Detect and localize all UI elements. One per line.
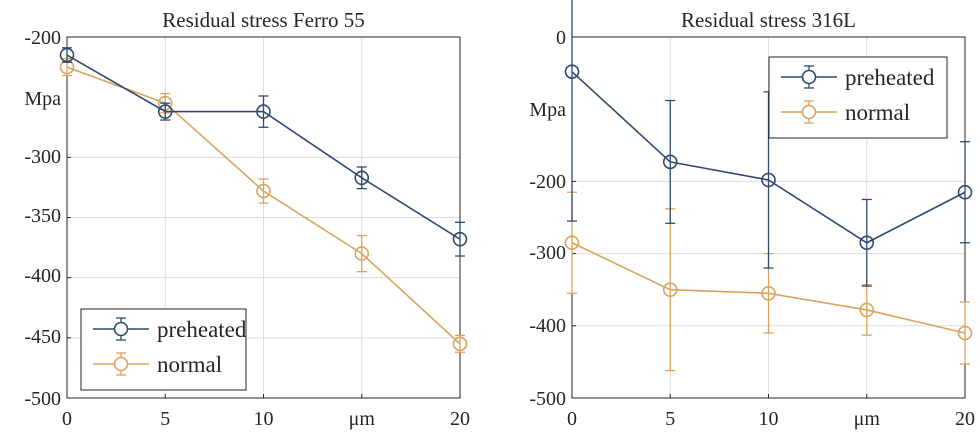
preheated-marker: [59, 47, 75, 63]
chart-title: Residual stress 316L: [681, 8, 856, 32]
y-tick-label: -300: [24, 146, 61, 168]
y-tick-label: -350: [24, 205, 61, 227]
preheated-marker: [761, 172, 776, 188]
y-tick-label: -200: [24, 27, 61, 49]
chart-1: Residual stress Ferro 55 -200 Mpa -300 -350 -…: [24, 8, 470, 430]
preheated-marker: [564, 64, 580, 79]
legend-label: normal: [157, 352, 222, 377]
normal-line: [66, 66, 461, 345]
series-preheated: [59, 47, 468, 257]
x-tick-label: 10: [254, 408, 274, 430]
y-tick-label: -500: [24, 388, 61, 410]
legend-item-normal: normal: [93, 352, 222, 377]
normal-marker: [957, 325, 973, 341]
y-tick-label: -300: [529, 242, 566, 264]
normal-marker: [662, 282, 678, 298]
x-tick-label: μm: [854, 408, 881, 430]
preheated-line: [66, 54, 461, 240]
y-tick-label: -400: [529, 315, 566, 337]
legend-item-normal: normal: [781, 100, 910, 125]
y-axis-label: Mpa: [529, 99, 566, 121]
preheated-error-bar: [567, 0, 577, 222]
normal-error-bar: [960, 301, 970, 365]
legend-label: preheated: [845, 65, 935, 90]
legend-box: [80, 308, 247, 391]
x-tick-label: 20: [450, 408, 470, 430]
legend-label: normal: [845, 100, 910, 125]
preheated-marker: [859, 235, 875, 251]
y-tick-label: -450: [24, 326, 61, 348]
legend: preheated normal: [768, 56, 948, 139]
chart-2: Residual stress 316L 0 Mpa -200 -300 -400 -500…: [529, 0, 975, 430]
normal-marker: [859, 302, 875, 318]
preheated-line: [571, 71, 966, 244]
chart-title: Residual stress Ferro 55: [162, 8, 364, 32]
x-tick-label: 0: [567, 408, 577, 430]
y-tick-label: -200: [529, 171, 566, 193]
preheated-marker: [452, 231, 468, 247]
legend-box: [768, 56, 948, 139]
preheated-marker: [256, 104, 271, 119]
legend: preheated normal: [80, 308, 247, 391]
legend-swatch-marker: [801, 104, 817, 120]
normal-marker: [256, 183, 271, 199]
preheated-marker: [957, 184, 973, 200]
normal-marker: [452, 336, 468, 352]
legend-swatch-marker: [801, 69, 817, 85]
normal-marker: [564, 235, 580, 251]
normal-marker: [354, 246, 370, 261]
y-tick-label: 0: [556, 27, 566, 49]
y-tick-label: -400: [24, 265, 61, 287]
x-tick-label: 5: [160, 408, 170, 430]
series-normal: [564, 191, 973, 372]
normal-line: [571, 242, 966, 334]
legend-label: preheated: [157, 317, 247, 342]
x-tick-label: 10: [759, 408, 779, 430]
y-tick-label: -500: [529, 388, 566, 410]
normal-marker: [761, 286, 776, 301]
legend-item-preheated: preheated: [93, 317, 247, 342]
y-axis-label: Mpa: [24, 88, 61, 110]
x-tick-label: 0: [62, 408, 72, 430]
legend-swatch-marker: [113, 321, 129, 337]
preheated-marker: [662, 154, 678, 170]
legend-item-preheated: preheated: [781, 65, 935, 90]
x-tick-label: μm: [349, 408, 376, 430]
x-tick-label: 5: [665, 408, 675, 430]
preheated-marker: [354, 170, 370, 186]
preheated-marker: [157, 104, 173, 119]
x-tick-label: 20: [955, 408, 975, 430]
legend-swatch-marker: [113, 356, 129, 372]
